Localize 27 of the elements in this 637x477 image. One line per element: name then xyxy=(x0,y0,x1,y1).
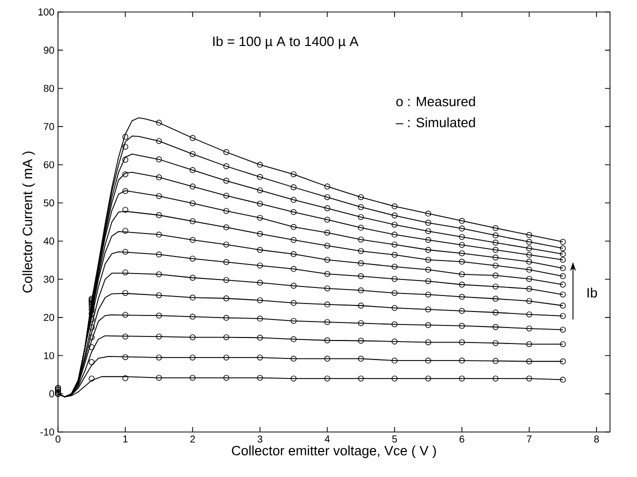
y-tick-label: -10 xyxy=(40,428,54,436)
x-tick-label: 4 xyxy=(324,436,330,442)
x-tick-label: 3 xyxy=(258,436,262,443)
x-tick-label: 1 xyxy=(123,436,128,442)
x-tick-label: 2 xyxy=(190,436,195,443)
y-tick-label: 60 xyxy=(44,161,54,168)
annotation: Ib = 100 µ A to 1400 µ A xyxy=(213,36,358,49)
y-tick-label: 80 xyxy=(44,84,54,92)
y-tick-label: 50 xyxy=(44,199,54,206)
x-tick-label: 8 xyxy=(594,436,599,443)
y-tick-label: 70 xyxy=(44,123,54,130)
annotation: Ib xyxy=(588,288,597,298)
y-tick-label: 100 xyxy=(38,8,54,16)
annotation: o : Measured xyxy=(396,96,475,106)
x-tick-label: 5 xyxy=(392,436,397,443)
y-tick-label: 10 xyxy=(44,352,54,360)
x-tick-label: 7 xyxy=(526,436,532,442)
y-tick-label: 90 xyxy=(44,46,54,54)
x-tick-label: 6 xyxy=(460,436,464,443)
y-tick-label: 40 xyxy=(44,238,54,245)
y-tick-label: 0 xyxy=(49,390,54,398)
annotation: – : Simulated xyxy=(396,117,475,128)
y-axis-title: Collector Current ( mA ) xyxy=(22,152,35,293)
y-tick-label: 20 xyxy=(44,314,54,321)
y-tick-label: 30 xyxy=(44,276,54,283)
x-tick-label: 0 xyxy=(56,436,60,443)
x-axis-title: Collector emitter voltage, Vce ( V ) xyxy=(232,445,436,458)
